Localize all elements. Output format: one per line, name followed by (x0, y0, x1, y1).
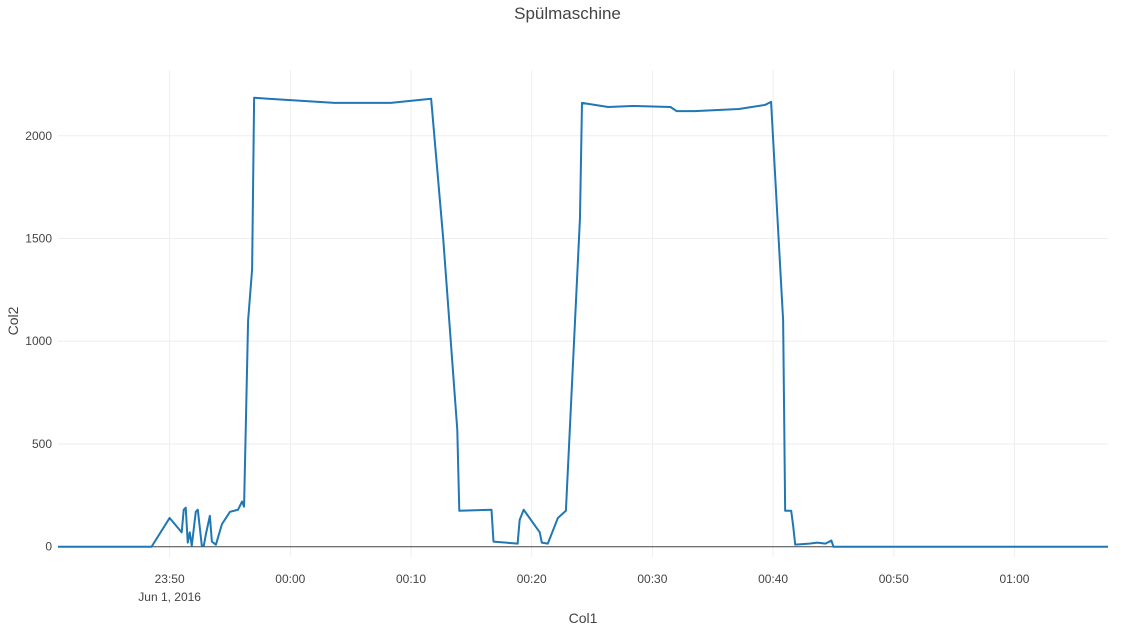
x-tick-sublabel: Jun 1, 2016 (138, 590, 201, 604)
series-line (58, 96, 1108, 548)
y-tick-label: 1500 (25, 231, 52, 245)
x-tick-labels: 23:50 Jun 1, 2016 00:00 00:10 00:20 00:30 00:4… (138, 572, 1030, 604)
chart-title: Spülmaschine (514, 4, 621, 23)
x-tick-label: 00:20 (517, 572, 547, 586)
y-tick-label: 0 (45, 540, 52, 554)
x-tick-label: 00:00 (275, 572, 305, 586)
y-tick-label: 2000 (25, 129, 52, 143)
x-tick-label: 01:00 (999, 572, 1029, 586)
x-tick-label: 00:10 (396, 572, 426, 586)
x-axis-title: Col1 (569, 610, 598, 626)
x-tick-label: 00:50 (879, 572, 909, 586)
x-gridlines (169, 70, 1015, 557)
y-axis-title: Col2 (5, 306, 21, 335)
x-tick-label: 23:50 (155, 572, 185, 586)
series-group (58, 96, 1108, 548)
y-tick-label: 1000 (25, 334, 52, 348)
x-tick-label: 00:40 (758, 572, 788, 586)
y-tick-labels: 0 500 1000 1500 2000 (25, 129, 52, 554)
y-gridlines (58, 135, 1108, 445)
x-tick-label: 00:30 (637, 572, 667, 586)
y-tick-label: 500 (32, 437, 52, 451)
